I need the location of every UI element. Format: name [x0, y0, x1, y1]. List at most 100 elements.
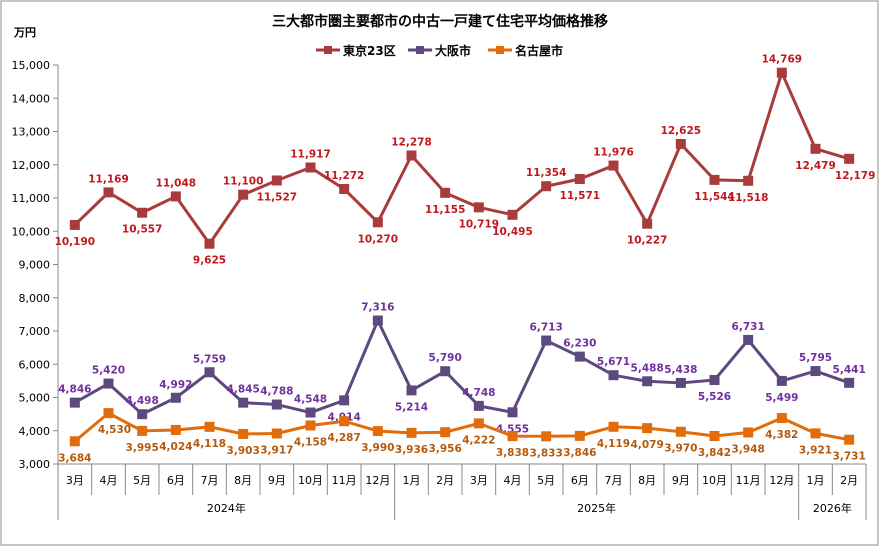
data-point-marker: [170, 424, 181, 435]
data-label: 4,118: [193, 438, 226, 450]
data-label: 4,119: [597, 438, 630, 450]
y-tick-label: 14,000: [12, 92, 51, 105]
series-0: 10,190 11,169 10,557 11,048 9,625 11,100 11,52…: [55, 54, 876, 267]
data-label: 10,190: [55, 236, 96, 248]
y-tick-label: 6,000: [19, 358, 51, 371]
data-point-marker: [642, 423, 653, 434]
data-label: 5,795: [799, 352, 832, 364]
data-label: 5,214: [395, 401, 428, 413]
data-point-marker: [372, 315, 383, 326]
data-point-marker: [372, 217, 383, 228]
data-point-marker: [574, 430, 585, 441]
y-tick-label: 9,000: [19, 259, 51, 272]
data-point-marker: [810, 428, 821, 439]
y-tick-label: 7,000: [19, 325, 51, 338]
data-label: 3,956: [429, 443, 462, 455]
y-axis-label: 万円: [13, 26, 36, 39]
year-label: 2024年: [207, 501, 246, 515]
data-label: 9,625: [193, 255, 226, 267]
data-point-marker: [170, 392, 181, 403]
x-tick-label: 11月: [332, 474, 357, 487]
data-label: 6,713: [530, 322, 563, 334]
data-label: 5,526: [698, 391, 731, 403]
data-label: 11,571: [560, 190, 601, 202]
data-point-marker: [372, 426, 383, 437]
data-point-marker: [339, 183, 350, 194]
data-point-marker: [810, 366, 821, 377]
data-label: 3,921: [799, 444, 832, 456]
data-label: 4,024: [159, 441, 192, 453]
data-point-marker: [204, 367, 215, 378]
series-line: [74, 318, 850, 416]
legend-marker: [324, 46, 332, 54]
data-label: 5,420: [92, 365, 125, 377]
year-label: 2025年: [577, 501, 616, 515]
data-point-marker: [608, 421, 619, 432]
data-point-marker: [608, 160, 619, 171]
x-tick-label: 3月: [66, 474, 84, 487]
data-point-marker: [305, 162, 316, 173]
data-point-marker: [675, 138, 686, 149]
data-label: 12,179: [835, 170, 876, 182]
data-label: 5,671: [597, 356, 630, 368]
data-point-marker: [675, 426, 686, 437]
data-point-marker: [440, 366, 451, 377]
data-label: 12,479: [795, 160, 836, 172]
data-label: 3,731: [833, 451, 866, 463]
data-label: 3,970: [664, 443, 697, 455]
data-point-marker: [238, 397, 249, 408]
data-point-marker: [642, 218, 653, 229]
x-tick-label: 7月: [605, 474, 623, 487]
data-point-marker: [776, 413, 787, 424]
x-tick-label: 5月: [133, 474, 151, 487]
data-point-marker: [238, 189, 249, 200]
data-label: 12,625: [661, 125, 702, 137]
data-label: 11,100: [223, 176, 264, 188]
data-label: 11,976: [593, 147, 634, 159]
data-point-marker: [406, 150, 417, 161]
data-point-marker: [541, 335, 552, 346]
data-label: 3,838: [496, 447, 529, 459]
x-tick-label: 12月: [769, 474, 794, 487]
x-tick-label: 9月: [268, 474, 286, 487]
x-tick-label: 4月: [504, 474, 522, 487]
x-tick-label: 2月: [436, 474, 454, 487]
y-tick-label: 13,000: [12, 126, 51, 139]
data-point-marker: [844, 434, 855, 445]
data-label: 10,270: [358, 233, 399, 245]
data-label: 10,227: [627, 235, 668, 247]
data-point-marker: [675, 377, 686, 388]
data-point-marker: [137, 409, 148, 420]
y-tick-label: 4,000: [19, 425, 51, 438]
data-point-marker: [69, 397, 80, 408]
data-point-marker: [507, 209, 518, 220]
data-point-marker: [776, 375, 787, 386]
data-point-marker: [204, 421, 215, 432]
data-point-marker: [137, 207, 148, 218]
x-tick-label: 1月: [807, 474, 825, 487]
data-point-marker: [776, 67, 787, 78]
data-point-marker: [305, 420, 316, 431]
data-label: 7,316: [361, 301, 394, 313]
series-group: 10,190 11,169 10,557 11,048 9,625 11,100 11,52…: [55, 54, 876, 465]
data-label: 4,530: [98, 424, 131, 436]
data-label: 5,499: [765, 392, 798, 404]
legend-label: 東京23区: [343, 43, 396, 58]
data-point-marker: [339, 395, 350, 406]
x-tick-label: 6月: [167, 474, 185, 487]
x-tick-label: 8月: [638, 474, 656, 487]
data-point-marker: [305, 407, 316, 418]
data-point-marker: [507, 431, 518, 442]
data-label: 4,845: [227, 384, 260, 396]
data-point-marker: [473, 418, 484, 429]
data-label: 4,382: [765, 429, 798, 441]
data-point-marker: [473, 400, 484, 411]
x-tick-label: 8月: [234, 474, 252, 487]
data-label: 4,079: [631, 439, 664, 451]
x-tick-label: 6月: [571, 474, 589, 487]
data-point-marker: [743, 334, 754, 345]
x-tick-label: 4月: [100, 474, 118, 487]
data-label: 3,917: [260, 445, 293, 457]
